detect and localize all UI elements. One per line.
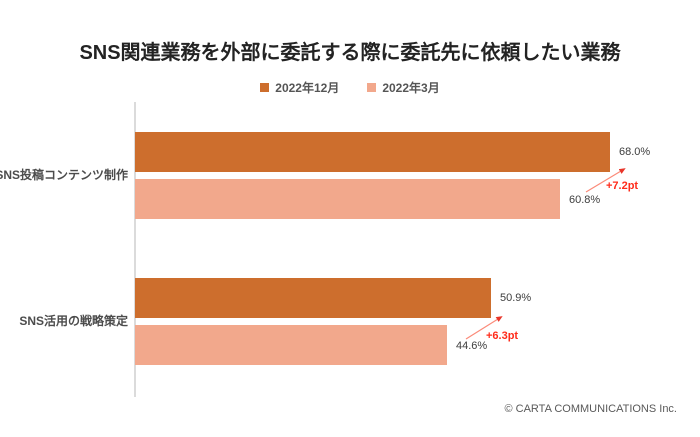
legend-swatch-2022-03-icon — [367, 83, 377, 92]
legend-label-2022-12: 2022年12月 — [275, 81, 340, 95]
category-label-sns-strategy: SNS活用の戦略策定 — [19, 314, 128, 328]
legend-item-2022-03: 2022年3月 — [367, 79, 440, 96]
value-label-2022-12-sns-content: 68.0% — [619, 146, 651, 158]
chart-title: SNS関連業務を外部に委託する際に委託先に依頼したい業務 — [79, 42, 621, 64]
diff-annotation-sns-strategy: +6.3pt — [486, 330, 519, 342]
legend-item-2022-12: 2022年12月 — [260, 79, 339, 96]
legend: 2022年12月 2022年3月 — [0, 79, 700, 96]
bar-2022-12-sns-content — [135, 132, 610, 172]
category-label-sns-content: SNS投稿コンテンツ制作 — [0, 168, 128, 182]
value-label-2022-03-sns-strategy: 44.6% — [456, 340, 488, 352]
bar-2022-12-sns-strategy — [135, 278, 491, 318]
copyright-text: © CARTA COMMUNICATIONS Inc. — [504, 403, 677, 415]
value-label-2022-12-sns-strategy: 50.9% — [500, 292, 532, 304]
legend-swatch-2022-12-icon — [260, 83, 270, 92]
bar-2022-03-sns-content — [135, 179, 560, 219]
legend-label-2022-03: 2022年3月 — [382, 81, 440, 95]
value-label-2022-03-sns-content: 60.8% — [569, 194, 601, 206]
bar-2022-03-sns-strategy — [135, 325, 447, 365]
diff-annotation-sns-content: +7.2pt — [606, 180, 639, 192]
y-axis-line — [134, 102, 136, 397]
